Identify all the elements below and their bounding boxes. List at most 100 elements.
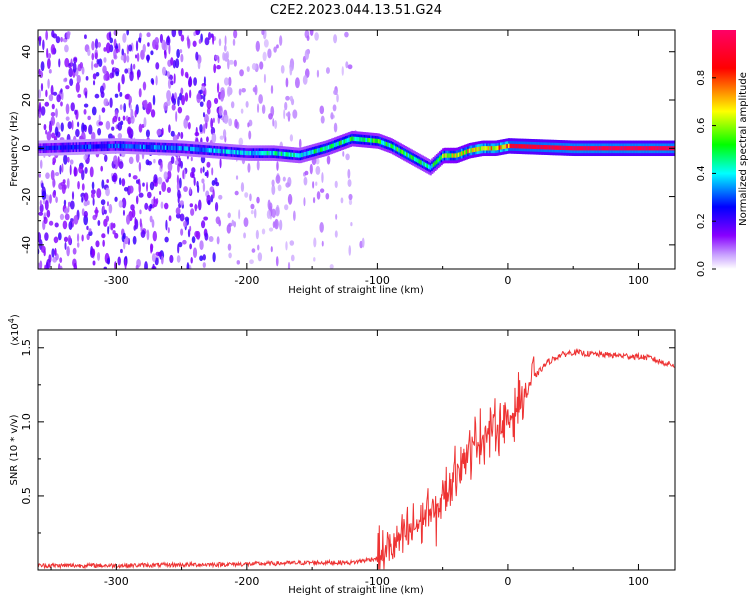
spectrogram-cell bbox=[128, 156, 134, 165]
spectrogram-cell bbox=[103, 144, 106, 149]
spectrogram-cell bbox=[55, 108, 58, 118]
spectrogram-cell bbox=[71, 120, 74, 130]
spectrogram-cell bbox=[218, 38, 222, 47]
spectrogram-cell bbox=[142, 81, 147, 91]
spectrogram-cell bbox=[241, 150, 244, 155]
spectrogram-cell bbox=[118, 161, 124, 169]
spectrogram-cell bbox=[330, 112, 334, 120]
spectrogram-cell bbox=[97, 251, 101, 261]
spectrogram-cell bbox=[218, 148, 221, 154]
spectrogram-cell bbox=[306, 35, 310, 41]
spectrogram-cell bbox=[193, 146, 196, 152]
spectrogram-cell bbox=[171, 30, 177, 38]
spectrogram-cell bbox=[202, 254, 206, 261]
spectrogram-cell bbox=[48, 68, 52, 74]
spectrogram-cell bbox=[91, 40, 95, 51]
spectrogram-cell bbox=[183, 146, 186, 151]
spectrogram-cell bbox=[47, 53, 52, 59]
spectrogram-cell bbox=[388, 143, 392, 148]
spectrogram-cell bbox=[251, 63, 257, 71]
spectrogram-cell bbox=[503, 144, 506, 149]
spectrogram-cell bbox=[179, 213, 185, 222]
spectrogram-cell bbox=[189, 203, 194, 208]
spectrogram-cell bbox=[579, 146, 583, 151]
spectrogram-cell bbox=[271, 179, 275, 187]
spectrogram-cell bbox=[199, 240, 204, 251]
spectrogram-cell bbox=[569, 145, 572, 151]
spectrogram-cell bbox=[106, 257, 110, 265]
spectrogram-cell bbox=[48, 145, 52, 151]
spectrogram-cell bbox=[117, 122, 123, 131]
spectrogram-cell bbox=[526, 144, 529, 149]
spectrogram-cell bbox=[246, 66, 250, 72]
spectrogram-cell bbox=[68, 67, 74, 78]
spectrogram-cell bbox=[92, 260, 96, 266]
spectrogram-cell bbox=[240, 150, 243, 155]
spectrogram-cell bbox=[92, 197, 95, 206]
spectrogram-cell bbox=[185, 115, 190, 121]
spectrogram-cell bbox=[144, 144, 147, 150]
spectrogram-cell bbox=[61, 163, 64, 173]
spectrogram-cell bbox=[155, 62, 160, 70]
spectrogram-cell bbox=[83, 214, 89, 226]
spectrogram-cell bbox=[493, 146, 497, 151]
spectrogram-cell bbox=[135, 54, 138, 59]
spectrogram-cell bbox=[285, 152, 288, 157]
spectrogram-cell bbox=[115, 48, 119, 54]
spectrogram-cell bbox=[204, 113, 209, 124]
spectrogram-cell bbox=[126, 214, 131, 225]
spectrogram-cell bbox=[141, 144, 144, 149]
spectrogram-cell bbox=[102, 239, 105, 247]
spectrogram-cell bbox=[58, 58, 61, 68]
spectrogram-cell bbox=[478, 146, 481, 152]
spectrogram-cell bbox=[64, 145, 67, 150]
spectrogram-cell bbox=[206, 170, 209, 179]
spectrogram-cell bbox=[176, 255, 181, 263]
spectrogram-cell bbox=[576, 146, 580, 151]
spectrogram-cell bbox=[171, 104, 176, 111]
spectrogram-cell bbox=[525, 144, 528, 149]
spectrogram-cell bbox=[136, 52, 140, 62]
spectrogram-cell bbox=[200, 220, 206, 229]
spectrogram-cell bbox=[167, 227, 170, 234]
spectrogram-cell bbox=[38, 89, 42, 99]
spectrogram-cell bbox=[315, 181, 318, 186]
spectrogram-cell bbox=[518, 144, 522, 149]
spectrogram-cell bbox=[303, 197, 306, 207]
spectrogram-cell bbox=[184, 92, 189, 102]
spectrogram-cell bbox=[84, 34, 87, 39]
spectrogram-cell bbox=[219, 135, 224, 140]
spectrogram-cell bbox=[206, 99, 212, 110]
spectrogram-cell bbox=[340, 140, 343, 145]
spectrogram-cell bbox=[39, 260, 43, 269]
spectrogram-cell bbox=[40, 106, 46, 116]
spectrogram-cell bbox=[653, 146, 656, 151]
spectrogram-cell bbox=[39, 159, 43, 169]
spectrogram-cell bbox=[206, 136, 209, 143]
spectrogram-cell bbox=[153, 174, 158, 184]
spectrogram-cell bbox=[404, 151, 407, 156]
spectrogram-cell bbox=[105, 215, 110, 222]
spectrogram-cell bbox=[284, 101, 288, 111]
spectrogram-cell bbox=[363, 137, 367, 142]
spectrogram-cell bbox=[153, 145, 157, 150]
spectrogram-cell bbox=[44, 145, 47, 151]
spectrogram-cell bbox=[315, 158, 320, 165]
spectrogram-cell bbox=[202, 166, 205, 173]
spectrogram-cell bbox=[448, 153, 451, 158]
spectrogram-cell bbox=[60, 36, 63, 43]
spectrogram-cell bbox=[314, 32, 319, 41]
snr-x-axis-label: Height of straight line (km) bbox=[288, 585, 424, 596]
spectrogram-cell bbox=[315, 148, 318, 154]
spectrogram-cell bbox=[302, 75, 308, 85]
spectrogram-cell bbox=[179, 200, 184, 206]
x-tick-label: 0 bbox=[504, 575, 511, 588]
spectrogram-cell bbox=[244, 150, 247, 156]
spectrogram-cell bbox=[421, 161, 424, 166]
spectrogram-cell bbox=[59, 257, 63, 263]
spectrogram-cell bbox=[346, 138, 349, 143]
spectrogram-cell bbox=[227, 243, 232, 251]
spectrogram-cell bbox=[249, 259, 254, 265]
spectrogram-cell bbox=[217, 56, 220, 64]
